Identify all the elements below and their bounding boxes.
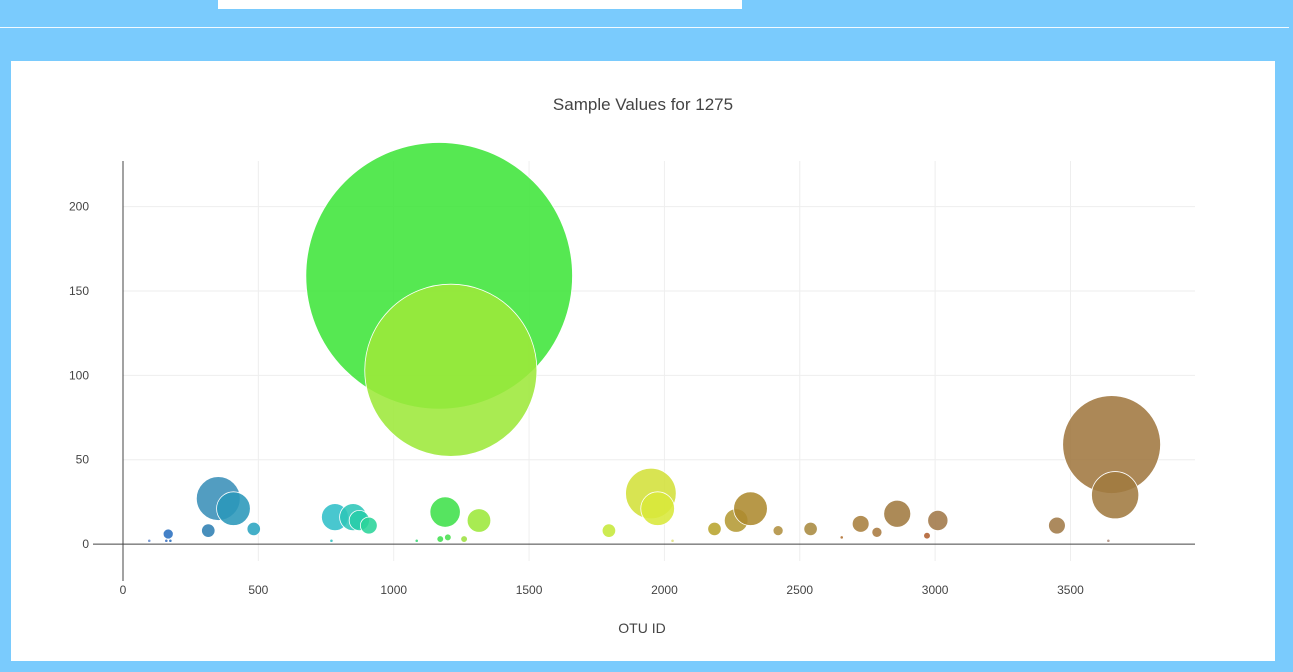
axes: 0 500 1000 1500 2000 2500 3000 3500 0 50 100 150 200 [69,161,1195,597]
bubble-point [1091,471,1140,520]
bubble-point [436,535,445,543]
bubble-point [147,538,152,543]
bubble-point [364,283,538,457]
y-tick-label: 150 [69,284,89,298]
bubble-point [414,538,419,543]
y-tick-label: 100 [69,368,89,382]
bubble-point [201,523,216,538]
y-tick-label: 0 [82,537,89,551]
x-tick-label: 1000 [380,583,407,597]
bubble-point [429,496,461,528]
bubble-point [359,516,378,535]
bubble-point [772,525,784,537]
bubble-point [883,499,912,528]
bubble-point [839,535,844,540]
bubble-point [640,491,675,526]
x-tick-label: 0 [120,583,127,597]
bubble-point [466,508,492,533]
x-tick-label: 2000 [651,583,678,597]
bubble-point [601,523,617,538]
bubble-point [923,531,931,540]
bubble-point [871,526,883,538]
bubble-point [733,491,768,526]
bubble-point [927,509,949,532]
bubble-point [1106,538,1111,543]
x-tick-label: 3500 [1057,583,1084,597]
bubble-point [168,538,173,543]
bubble-point [164,538,169,543]
bubble-point [707,521,722,537]
bubble-point [460,535,468,543]
chart-panel: 0 500 1000 1500 2000 2500 3000 3500 0 50 100 150 200… [11,61,1275,661]
y-tick-label: 50 [76,453,90,467]
bubble-point [246,521,261,537]
bubble-layer [147,142,1161,543]
bubble-point [670,538,675,543]
y-tick-label: 200 [69,200,89,214]
x-axis-title: OTU ID [618,620,665,636]
bubble-point [216,491,251,526]
x-tick-label: 3000 [922,583,949,597]
bubble-point [162,528,174,540]
bubble-point [851,515,870,533]
sample-select-input[interactable] [218,0,742,9]
bubble-point [1048,516,1066,535]
bubble-chart: 0 500 1000 1500 2000 2500 3000 3500 0 50 100 150 200… [69,95,1195,636]
x-tick-label: 1500 [516,583,543,597]
x-tick-label: 500 [248,583,268,597]
bubble-point [803,521,818,537]
chart-title: Sample Values for 1275 [553,95,733,114]
header-divider [0,27,1289,28]
bubble-point [329,538,334,543]
x-tick-label: 2500 [786,583,813,597]
bubble-point [444,533,452,542]
